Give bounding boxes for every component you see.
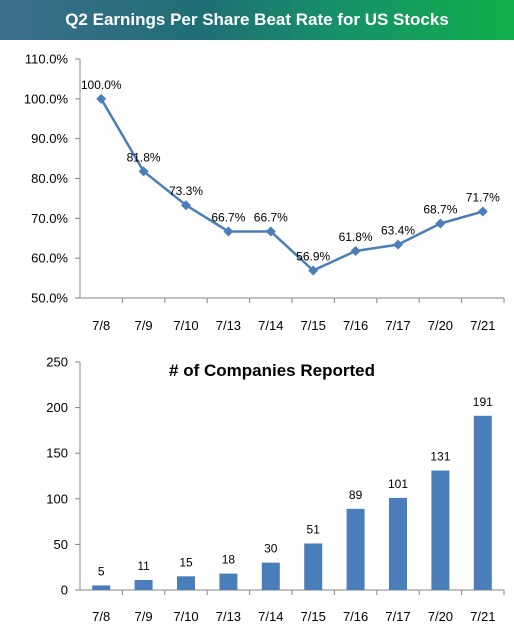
beat-rate-data-label: 71.7% [466,191,500,205]
companies-bar [92,585,111,590]
line-y-tick-label: 110.0% [25,52,69,67]
bar-y-tick-label: 200 [46,400,68,415]
beat-rate-point [477,206,488,217]
bar-y-tick-label: 50 [54,537,68,552]
beat-rate-point [96,93,107,104]
bar-x-tick-label: 7/17 [385,609,410,624]
bar-x-tick-label: 7/13 [216,609,241,624]
line-x-tick-label: 7/21 [470,318,495,333]
bar-y-tick-label: 150 [46,446,68,461]
line-x-tick-label: 7/20 [428,318,453,333]
beat-rate-line [100,98,484,272]
bar-x-tick-label: 7/9 [135,609,153,624]
beat-rate-data-label: 73.3% [169,184,203,198]
line-y-tick-label: 90.0% [31,131,68,146]
companies-bar [346,508,365,590]
companies-data-label: 5 [98,564,105,578]
beat-rate-data-label: 66.7% [211,210,245,224]
line-y-tick-label: 70.0% [31,211,68,226]
bar-y-tick-label: 100 [46,491,68,506]
bar-x-tick-label: 7/16 [343,609,368,624]
companies-data-label: 191 [473,395,493,409]
beat-rate-point [138,166,149,177]
beat-rate-point [435,218,446,229]
line-x-tick-label: 7/10 [173,318,198,333]
companies-bar [219,573,238,590]
bar-x-tick-label: 7/8 [92,609,110,624]
companies-data-label: 18 [222,553,236,567]
companies-data-label: 30 [264,542,278,556]
line-y-tick-label: 50.0% [31,291,68,306]
line-y-tick-label: 60.0% [31,251,68,266]
bar-y-tick-label: 0 [61,583,68,598]
line-x-tick-label: 7/17 [385,318,410,333]
beat-rate-data-label: 81.8% [127,150,161,164]
companies-data-label: 51 [307,522,321,536]
bar-x-tick-label: 7/15 [301,609,326,624]
beat-rate-point [265,226,276,237]
companies-bar [389,497,407,590]
companies-bar [304,543,323,590]
beat-rate-point [308,265,319,276]
companies-bar [431,470,450,590]
line-y-tick-label: 80.0% [31,171,68,186]
beat-rate-data-label: 100.0% [81,78,122,92]
beat-rate-data-label: 56.9% [296,250,330,264]
line-x-tick-label: 7/16 [343,318,368,333]
title-banner: Q2 Earnings Per Share Beat Rate for US S… [0,0,514,40]
bar-x-tick-label: 7/10 [173,609,198,624]
companies-data-label: 131 [430,450,450,464]
line-x-tick-label: 7/15 [301,318,326,333]
beat-rate-point [223,226,234,237]
beat-rate-data-label: 68.7% [423,203,457,217]
banner-title: Q2 Earnings Per Share Beat Rate for US S… [65,10,449,29]
line-x-tick-label: 7/8 [92,318,110,333]
line-x-tick-label: 7/9 [135,318,153,333]
companies-bar [134,579,153,590]
line-y-tick-label: 100.0% [24,91,69,106]
companies-bar [261,562,280,590]
bar-chart-title: # of Companies Reported [169,361,375,380]
beat-rate-point [350,245,361,256]
companies-bar [473,415,492,590]
beat-rate-point [181,200,191,211]
beat-rate-data-label: 63.4% [381,224,415,238]
companies-data-label: 89 [349,488,363,502]
line-x-tick-label: 7/13 [216,318,241,333]
line-x-tick-label: 7/14 [258,318,283,333]
companies-data-label: 15 [179,555,193,569]
beat-rate-point [393,239,403,250]
bar-x-tick-label: 7/21 [470,609,495,624]
companies-data-label: 101 [388,477,408,491]
bar-x-tick-label: 7/14 [258,609,283,624]
bar-x-tick-label: 7/20 [428,609,453,624]
companies-bar [177,576,195,590]
companies-data-label: 11 [137,559,150,573]
beat-rate-data-label: 66.7% [254,210,288,224]
bar-y-tick-label: 250 [46,355,68,370]
beat-rate-data-label: 61.8% [339,230,373,244]
